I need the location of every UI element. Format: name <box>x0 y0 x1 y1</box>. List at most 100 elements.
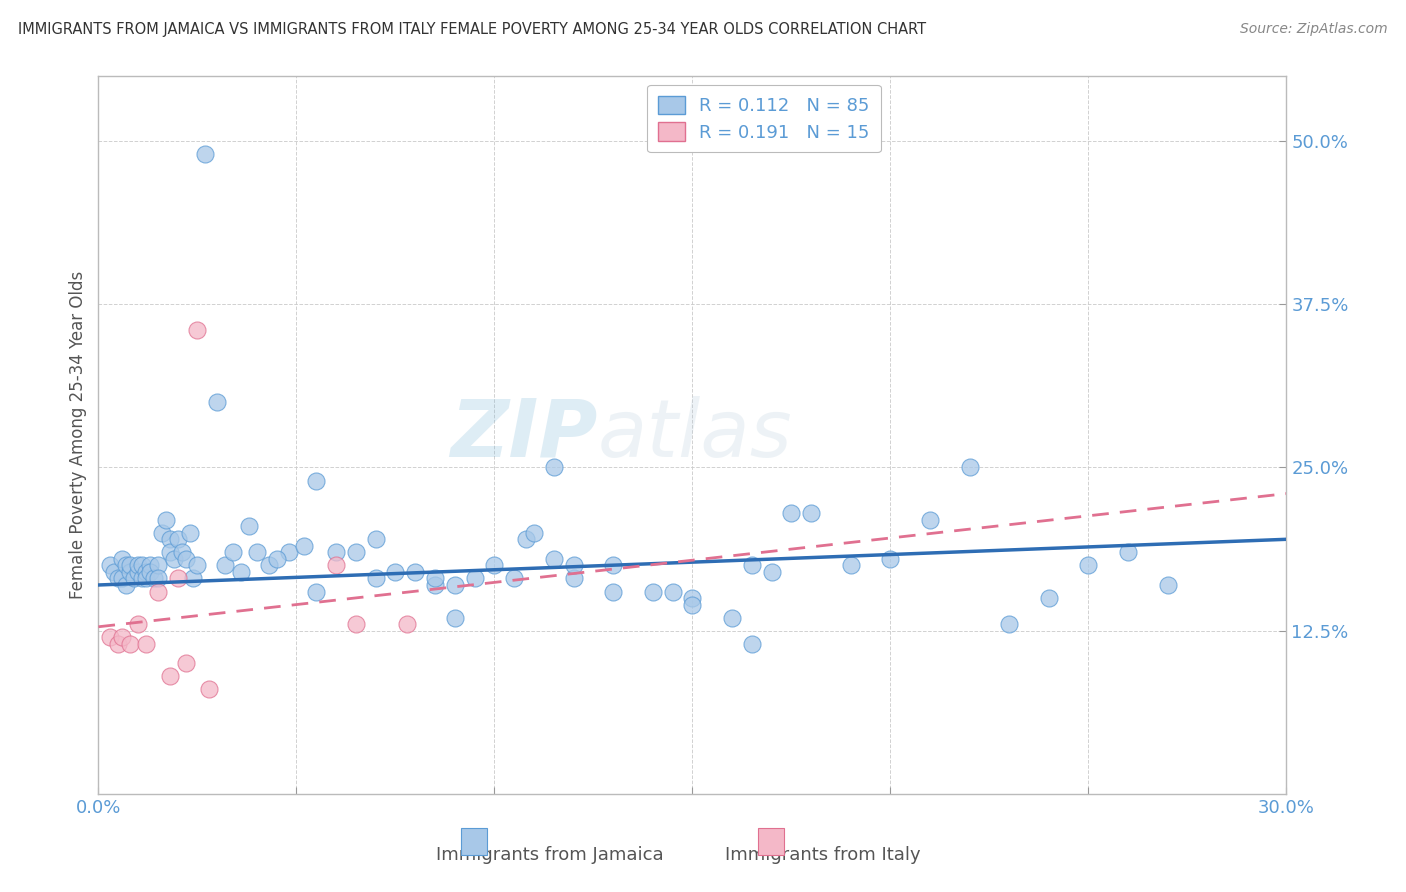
Point <box>179 525 201 540</box>
Point <box>266 552 288 566</box>
Point <box>661 584 683 599</box>
Point <box>464 571 486 585</box>
Point <box>186 558 208 573</box>
Point <box>103 565 125 579</box>
Point <box>238 519 260 533</box>
Point <box>131 571 153 585</box>
Point <box>305 584 328 599</box>
Point <box>444 610 467 624</box>
Point <box>998 617 1021 632</box>
Point <box>277 545 299 559</box>
Point <box>325 558 347 573</box>
Point <box>120 637 142 651</box>
Point <box>120 558 142 573</box>
Point <box>111 552 134 566</box>
Point <box>146 584 169 599</box>
Point <box>127 565 149 579</box>
Point <box>135 571 157 585</box>
Point <box>127 617 149 632</box>
Point <box>1077 558 1099 573</box>
Point <box>523 525 546 540</box>
Point <box>115 558 138 573</box>
Point <box>562 571 585 585</box>
Point <box>503 571 526 585</box>
Point <box>214 558 236 573</box>
Point <box>543 552 565 566</box>
Point <box>170 545 193 559</box>
Point <box>111 571 134 585</box>
Point <box>602 558 624 573</box>
Point <box>396 617 419 632</box>
FancyBboxPatch shape <box>758 828 785 855</box>
Point <box>305 474 328 488</box>
Point <box>681 598 703 612</box>
Point <box>423 571 446 585</box>
Point <box>194 147 217 161</box>
Point <box>120 565 142 579</box>
Point <box>1156 578 1178 592</box>
Point <box>142 571 165 585</box>
Point <box>515 533 537 547</box>
Point <box>111 630 134 644</box>
Point <box>543 460 565 475</box>
Point <box>229 565 252 579</box>
Point <box>562 558 585 573</box>
Point <box>641 584 664 599</box>
Point <box>344 617 367 632</box>
Point <box>135 565 157 579</box>
Text: Source: ZipAtlas.com: Source: ZipAtlas.com <box>1240 22 1388 37</box>
Point <box>800 506 823 520</box>
Point <box>139 565 162 579</box>
Text: IMMIGRANTS FROM JAMAICA VS IMMIGRANTS FROM ITALY FEMALE POVERTY AMONG 25-34 YEAR: IMMIGRANTS FROM JAMAICA VS IMMIGRANTS FR… <box>18 22 927 37</box>
Text: atlas: atlas <box>598 396 792 474</box>
Point <box>404 565 426 579</box>
Point <box>761 565 783 579</box>
Point <box>174 552 197 566</box>
Point <box>139 558 162 573</box>
Point <box>344 545 367 559</box>
Point <box>98 630 121 644</box>
Point <box>198 682 221 697</box>
Point <box>150 525 173 540</box>
Text: ZIP: ZIP <box>450 396 598 474</box>
Point <box>222 545 245 559</box>
Point <box>135 637 157 651</box>
Point <box>423 578 446 592</box>
Point <box>183 571 205 585</box>
Point <box>1038 591 1060 605</box>
Point <box>127 558 149 573</box>
Point <box>681 591 703 605</box>
Text: Immigrants from Jamaica: Immigrants from Jamaica <box>436 846 664 863</box>
Point <box>155 513 177 527</box>
Point <box>107 571 129 585</box>
Point <box>741 637 763 651</box>
Point <box>959 460 981 475</box>
Point <box>159 669 181 683</box>
Point <box>257 558 280 573</box>
Point <box>186 323 208 337</box>
Point <box>131 558 153 573</box>
Point <box>484 558 506 573</box>
Point <box>115 578 138 592</box>
Point <box>364 571 387 585</box>
Point <box>246 545 269 559</box>
Point <box>174 657 197 671</box>
Point <box>839 558 862 573</box>
Point <box>166 533 188 547</box>
Point <box>205 395 228 409</box>
Point <box>163 552 186 566</box>
Point <box>146 558 169 573</box>
Y-axis label: Female Poverty Among 25-34 Year Olds: Female Poverty Among 25-34 Year Olds <box>69 271 87 599</box>
Point <box>159 533 181 547</box>
Text: Immigrants from Italy: Immigrants from Italy <box>725 846 921 863</box>
Point <box>1116 545 1139 559</box>
Point <box>146 571 169 585</box>
Point <box>741 558 763 573</box>
Point <box>325 545 347 559</box>
Point <box>721 610 744 624</box>
Point <box>364 533 387 547</box>
Point <box>920 513 942 527</box>
Point <box>780 506 803 520</box>
Point <box>107 637 129 651</box>
Point <box>122 571 145 585</box>
